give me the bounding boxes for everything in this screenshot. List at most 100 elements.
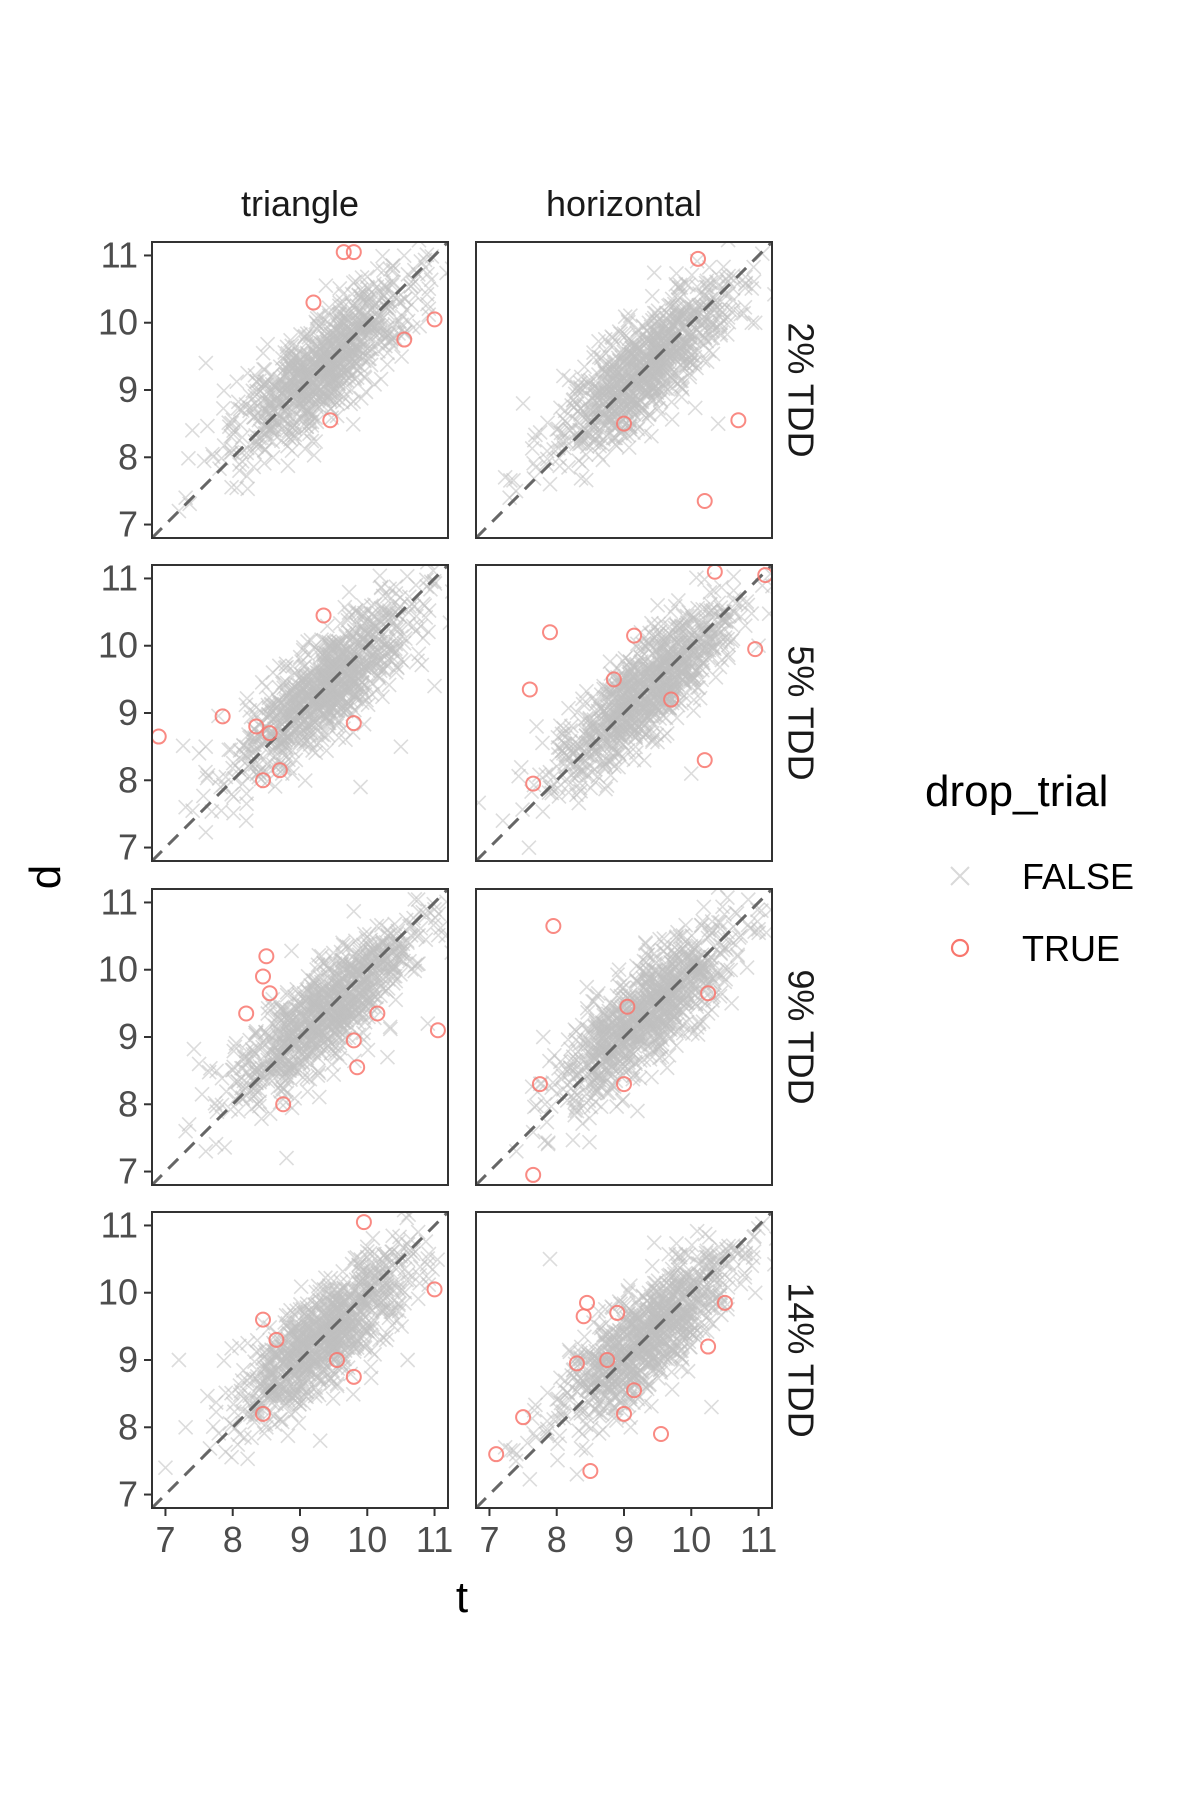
false-point [616,326,632,342]
false-point [585,344,602,361]
false-point [657,337,674,353]
false-point [221,742,237,758]
false-point [185,803,201,819]
true-point [690,250,706,267]
false-point [382,1019,398,1035]
false-point [709,295,725,311]
false-point [340,546,354,560]
false-point [299,349,315,365]
false-point [711,269,727,285]
false-point [306,447,322,463]
false-point [320,1003,336,1019]
false-point [691,1016,707,1032]
false-point [309,310,325,327]
facet-panel [151,546,449,862]
false-point [689,253,705,269]
true-point [261,985,278,1002]
row-strip-label: 2% TDD [780,322,821,457]
false-point [687,625,703,641]
false-point [476,795,487,811]
false-point [373,917,389,933]
false-point [620,312,636,328]
false-point [284,704,300,720]
false-point [725,292,741,309]
false-point [415,596,431,612]
row-strip-label: 14% TDD [780,1282,821,1437]
false-point [596,678,612,694]
false-point [381,298,397,314]
false-point [296,1008,312,1024]
false-point [597,756,613,773]
true-point [626,627,643,644]
false-point [283,943,300,959]
false-point [297,772,313,789]
false-point [332,280,348,296]
false-point [628,739,644,755]
false-point [408,608,424,624]
false-point [300,634,316,650]
false-point [379,1049,396,1065]
false-point [418,907,434,923]
false-point [641,695,657,711]
false-point [358,384,374,400]
false-point [552,458,568,474]
false-point [384,274,400,290]
false-point [403,927,419,943]
false-point [569,762,585,778]
false-point [308,399,324,415]
false-point [680,277,697,293]
false-point [597,357,614,373]
false-point [229,374,245,390]
false-point [698,275,714,291]
false-point [695,601,711,617]
false-point [560,700,577,716]
false-point [542,476,558,492]
false-point [511,768,527,784]
false-point [639,366,655,382]
false-point [703,609,720,625]
false-point [682,328,698,344]
false-point [313,335,329,351]
false-point [338,955,354,971]
true-point [426,311,443,328]
row-strip-label: 5% TDD [780,645,821,780]
false-point [248,707,264,723]
reference-line [476,565,772,861]
panel-content [476,242,772,538]
false-point [388,644,404,660]
false-point [326,1067,342,1083]
false-point [622,654,638,670]
false-point [549,758,565,774]
false-point [670,346,686,362]
false-point [538,456,554,472]
true-point [706,565,723,580]
false-point [719,890,735,906]
false-point [513,759,529,775]
false-point [555,411,571,427]
false-point [733,928,749,944]
false-point [318,278,334,294]
false-point [213,779,229,795]
false-point [417,259,434,276]
false-point [198,355,214,371]
false-point [785,574,799,588]
false-point [339,642,355,658]
true-point [248,718,265,735]
false-point [297,441,313,457]
false-point [683,644,699,660]
false-point [595,452,611,468]
false-point [291,352,307,368]
false-point [294,739,310,756]
false-point [275,1024,292,1040]
false-point [629,636,645,652]
false-point [369,623,385,640]
false-point [330,391,346,407]
false-point [202,1060,218,1076]
false-point [539,443,555,459]
true-point [696,493,713,509]
false-point [293,1041,309,1057]
false-point [615,702,631,718]
false-point [605,430,621,446]
false-point [191,1056,207,1072]
false-point [549,422,565,438]
